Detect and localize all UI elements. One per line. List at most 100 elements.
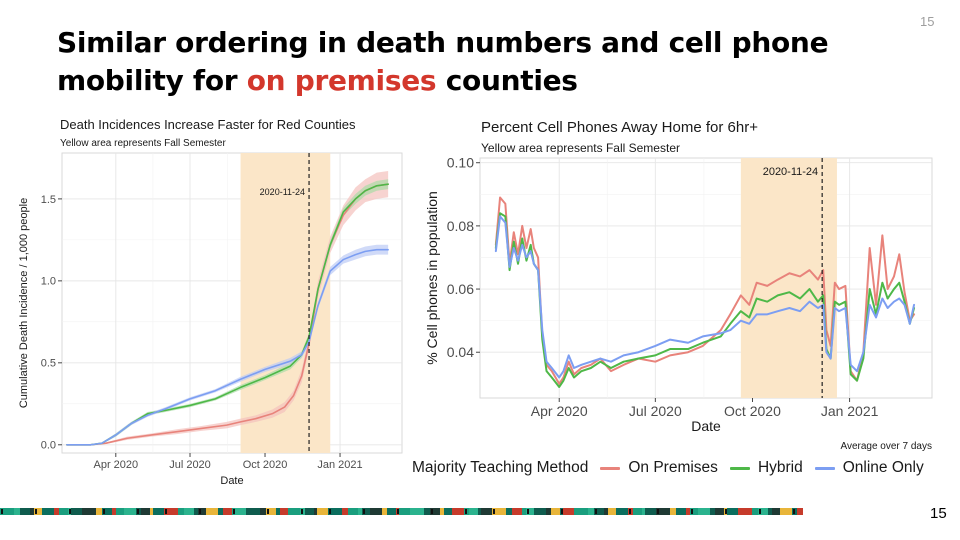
band-stripe <box>342 508 348 515</box>
band-stripe <box>424 508 430 515</box>
band-stripe <box>317 508 328 515</box>
band-stripe <box>14 508 20 515</box>
band-accent <box>527 509 529 514</box>
band-stripe <box>59 508 68 515</box>
band-stripe <box>102 508 112 515</box>
x-tick-label: Apr 2020 <box>531 403 588 419</box>
band-accent <box>493 509 495 514</box>
band-accent <box>397 509 399 514</box>
band-stripe <box>444 508 452 515</box>
band-stripe <box>235 508 246 515</box>
band-accent <box>69 509 71 514</box>
band-stripe <box>469 508 478 515</box>
band-stripe <box>481 508 492 515</box>
band-stripe <box>280 508 288 515</box>
band-stripe <box>71 508 82 515</box>
band-stripe <box>153 508 164 515</box>
series-2-line <box>494 215 916 379</box>
band-stripe <box>616 508 628 515</box>
band-stripe <box>410 508 424 515</box>
band-stripe <box>715 508 724 515</box>
band-stripe <box>124 508 136 515</box>
x-tick-label: Apr 2020 <box>93 459 138 471</box>
band-stripe <box>82 508 96 515</box>
band-stripe <box>194 508 198 515</box>
x-tick-label: Jan 2021 <box>317 459 362 471</box>
band-stripe <box>546 508 551 515</box>
chart-title: Percent Cell Phones Away Home for 6hr+ <box>481 119 758 136</box>
band-stripe <box>526 508 534 515</box>
band-stripe <box>276 508 280 515</box>
y-tick-label: 1.0 <box>41 276 56 288</box>
band-stripe <box>150 508 153 515</box>
band-stripe <box>218 508 223 515</box>
band-stripe <box>604 508 608 515</box>
series-2-line <box>66 248 389 446</box>
band-stripe <box>164 508 178 515</box>
band-stripe <box>223 508 232 515</box>
band-accent <box>233 509 235 514</box>
band-stripe <box>478 508 481 515</box>
x-tick-label: Oct 2020 <box>243 459 288 471</box>
band-accent <box>35 509 37 514</box>
chart-title: Death Incidences Increase Faster for Red… <box>60 117 356 132</box>
band-stripe <box>772 508 780 515</box>
legend-swatch <box>729 466 750 470</box>
band-stripe <box>492 508 506 515</box>
plot-panel <box>479 157 933 399</box>
band-stripe <box>348 508 358 515</box>
page-number-bottom: 15 <box>930 505 947 522</box>
band-stripe <box>440 508 444 515</box>
x-tick-label: Oct 2020 <box>724 403 781 419</box>
band-accent <box>657 509 659 514</box>
legend-item-online-only: Online Only <box>814 459 924 477</box>
band-stripe <box>656 508 670 515</box>
band-stripe <box>362 508 370 515</box>
slide-title: Similar ordering in death numbers and ce… <box>57 24 897 100</box>
legend-label: Online Only <box>842 459 924 476</box>
band-stripe <box>522 508 526 515</box>
band-stripe <box>551 508 560 515</box>
band-stripe <box>574 508 588 515</box>
band-stripe <box>34 508 42 515</box>
band-stripe <box>54 508 59 515</box>
title-text-part1: Similar ordering in death numbers and ce… <box>57 26 829 97</box>
band-accent <box>301 509 303 514</box>
y-tick-label: 1.5 <box>41 194 56 206</box>
band-stripe <box>260 508 266 515</box>
series-0-line <box>66 183 389 446</box>
title-text-part2: counties <box>436 64 578 97</box>
y-tick-label: 0.06 <box>447 281 474 297</box>
band-stripe <box>141 508 150 515</box>
band-accent <box>465 509 467 514</box>
band-accent <box>103 509 105 514</box>
x-axis-label: Date <box>220 475 243 487</box>
band-accent <box>595 509 597 514</box>
band-stripe <box>686 508 690 515</box>
band-accent <box>725 509 727 514</box>
band-stripe <box>112 508 116 515</box>
legend-label: Hybrid <box>757 459 803 476</box>
band-stripe <box>670 508 676 515</box>
series-1-confidence-band <box>66 179 389 445</box>
band-accent <box>759 509 761 514</box>
legend-title: Majority Teaching Method <box>412 459 589 476</box>
death-incidence-chart: Death Incidences Increase Faster for Red… <box>18 117 403 487</box>
band-stripe <box>178 508 184 515</box>
band-stripe <box>690 508 698 515</box>
band-stripe <box>266 508 276 515</box>
band-stripe <box>512 508 522 515</box>
legend-swatch <box>814 466 835 470</box>
legend-item-hybrid: Hybrid <box>729 459 803 477</box>
band-stripe <box>727 508 738 515</box>
band-accent <box>165 509 167 514</box>
band-accent <box>793 509 795 514</box>
band-stripe <box>645 508 656 515</box>
band-accent <box>199 509 201 514</box>
vline-label: 2020-11-24 <box>260 187 305 197</box>
band-accent <box>267 509 269 514</box>
band-stripe <box>288 508 300 515</box>
band-stripe <box>116 508 124 515</box>
band-stripe <box>594 508 604 515</box>
y-tick-label: 0.0 <box>41 440 56 452</box>
